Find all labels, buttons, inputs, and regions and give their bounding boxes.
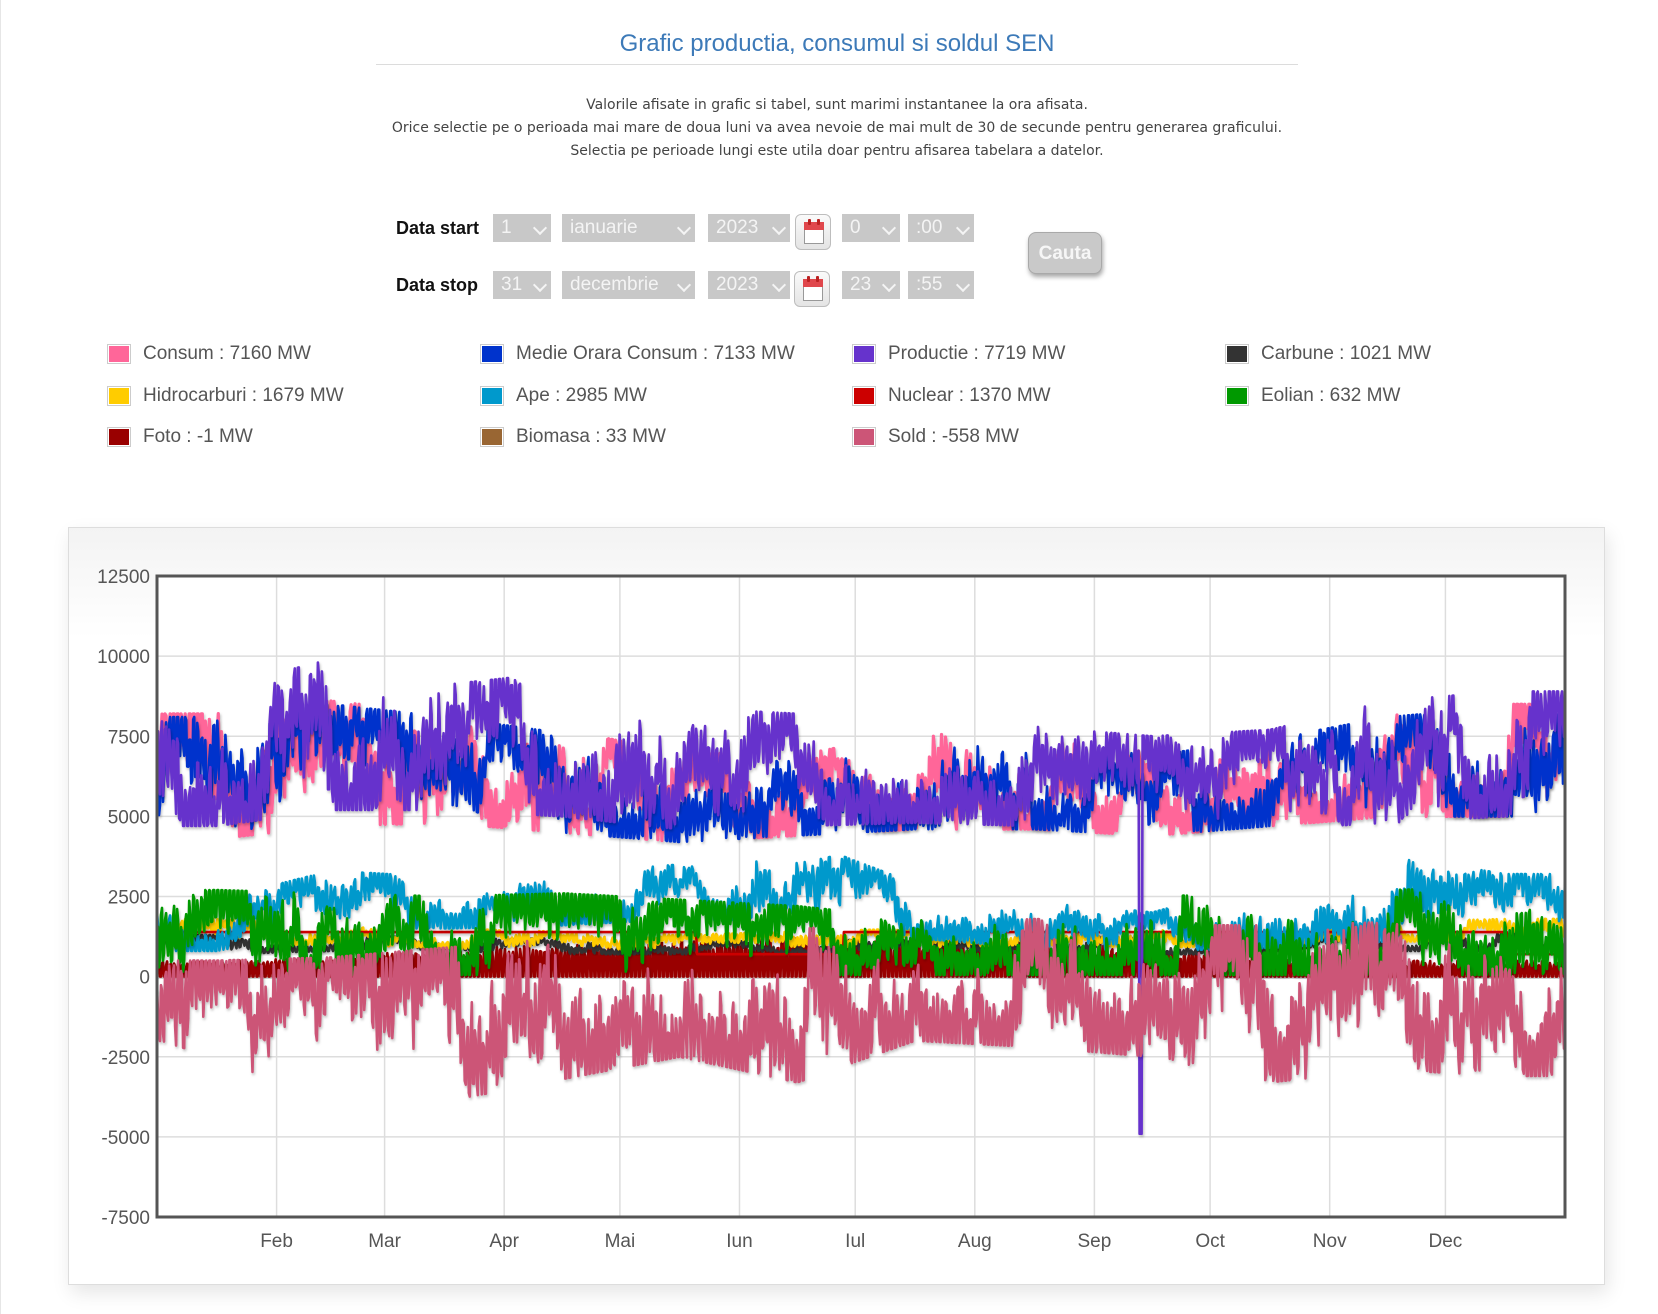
start-label: Data start — [396, 218, 480, 238]
start-minute-select[interactable]: :00 — [908, 214, 974, 242]
stop-year-select[interactable]: 2023 — [708, 271, 790, 299]
start-hour-value: 0 — [850, 217, 861, 238]
notes: Valorile afisate in grafic si tabel, sun… — [376, 94, 1298, 163]
legend-label: Hidrocarburi : 1679 MW — [143, 385, 344, 406]
x-tick-label: Iun — [726, 1231, 752, 1252]
y-tick-label: -7500 — [101, 1208, 150, 1229]
stop-minute-select[interactable]: :55 — [908, 271, 974, 299]
search-button[interactable]: Cauta — [1028, 232, 1102, 274]
legend-label: Ape : 2985 MW — [516, 385, 647, 406]
note-2: Orice selectie pe o perioada mai mare de… — [391, 120, 1283, 136]
stop-day-value: 31 — [501, 274, 523, 295]
x-tick-label: Aug — [958, 1231, 992, 1252]
legend-swatch — [480, 386, 504, 406]
x-tick-label: Dec — [1429, 1231, 1463, 1252]
x-tick-label: Iul — [845, 1231, 865, 1252]
legend-label: Nuclear : 1370 MW — [888, 385, 1051, 406]
page-title: Grafic productia, consumul si soldul SEN — [619, 30, 1055, 57]
x-tick-label: Feb — [260, 1231, 293, 1252]
legend-label: Medie Orara Consum : 7133 MW — [516, 343, 795, 364]
stop-month-select[interactable]: decembrie — [562, 271, 695, 299]
y-tick-label: 10000 — [97, 647, 150, 668]
x-tick-label: Apr — [489, 1231, 519, 1252]
y-tick-label: 2500 — [108, 888, 150, 909]
stop-year-value: 2023 — [716, 274, 759, 295]
start-minute-value: :00 — [916, 217, 943, 238]
stop-calendar-button[interactable] — [794, 271, 830, 307]
x-tick-label: Oct — [1195, 1231, 1225, 1252]
x-tick-label: Mar — [368, 1231, 401, 1252]
x-tick-label: Nov — [1313, 1231, 1347, 1252]
legend-swatch — [1225, 386, 1249, 406]
legend-label: Consum : 7160 MW — [143, 343, 311, 364]
y-tick-label: -2500 — [101, 1048, 150, 1069]
legend-swatch — [107, 386, 131, 406]
legend-swatch — [480, 344, 504, 364]
note-1: Valorile afisate in grafic si tabel, sun… — [586, 97, 1088, 113]
start-year-select[interactable]: 2023 — [708, 214, 790, 242]
legend-label: Productie : 7719 MW — [888, 343, 1066, 364]
series-line-sold — [157, 917, 1565, 1098]
legend-swatch — [852, 386, 876, 406]
series-line-productie — [157, 661, 1565, 1135]
start-day-select[interactable]: 1 — [493, 214, 551, 242]
stop-hour-select[interactable]: 23 — [842, 271, 900, 299]
y-tick-label: -5000 — [101, 1128, 150, 1149]
y-tick-label: 5000 — [108, 807, 150, 828]
page-left-border — [0, 0, 1, 1314]
y-tick-label: 12500 — [97, 567, 150, 588]
start-day-value: 1 — [501, 217, 512, 238]
start-month-select[interactable]: ianuarie — [562, 214, 695, 242]
start-calendar-button[interactable] — [795, 214, 831, 250]
legend-label: Sold : -558 MW — [888, 426, 1019, 447]
legend-swatch — [107, 427, 131, 447]
y-tick-label: 7500 — [108, 727, 150, 748]
legend-swatch — [480, 427, 504, 447]
legend-label: Carbune : 1021 MW — [1261, 343, 1432, 364]
series-line-ape — [157, 855, 1565, 953]
legend-label: Eolian : 632 MW — [1261, 385, 1401, 406]
start-hour-select[interactable]: 0 — [842, 214, 900, 242]
legend-swatch — [107, 344, 131, 364]
start-year-value: 2023 — [716, 217, 759, 238]
legend-swatch — [1225, 344, 1249, 364]
stop-day-select[interactable]: 31 — [493, 271, 551, 299]
legend-label: Biomasa : 33 MW — [516, 426, 666, 447]
note-3: Selectia pe perioade lungi este utila do… — [570, 143, 1104, 159]
stop-month-value: decembrie — [570, 274, 659, 295]
legend-swatch — [852, 344, 876, 364]
title-divider — [376, 64, 1298, 65]
legend-label: Foto : -1 MW — [143, 426, 253, 447]
x-tick-label: Mai — [605, 1231, 636, 1252]
y-tick-label: 0 — [139, 968, 150, 989]
plot-frame — [155, 574, 1567, 1219]
stop-label: Data stop — [396, 275, 479, 295]
stop-hour-value: 23 — [850, 274, 872, 295]
start-month-value: ianuarie — [570, 217, 638, 238]
x-tick-label: Sep — [1077, 1231, 1111, 1252]
stop-minute-value: :55 — [916, 274, 943, 295]
legend-swatch — [852, 427, 876, 447]
